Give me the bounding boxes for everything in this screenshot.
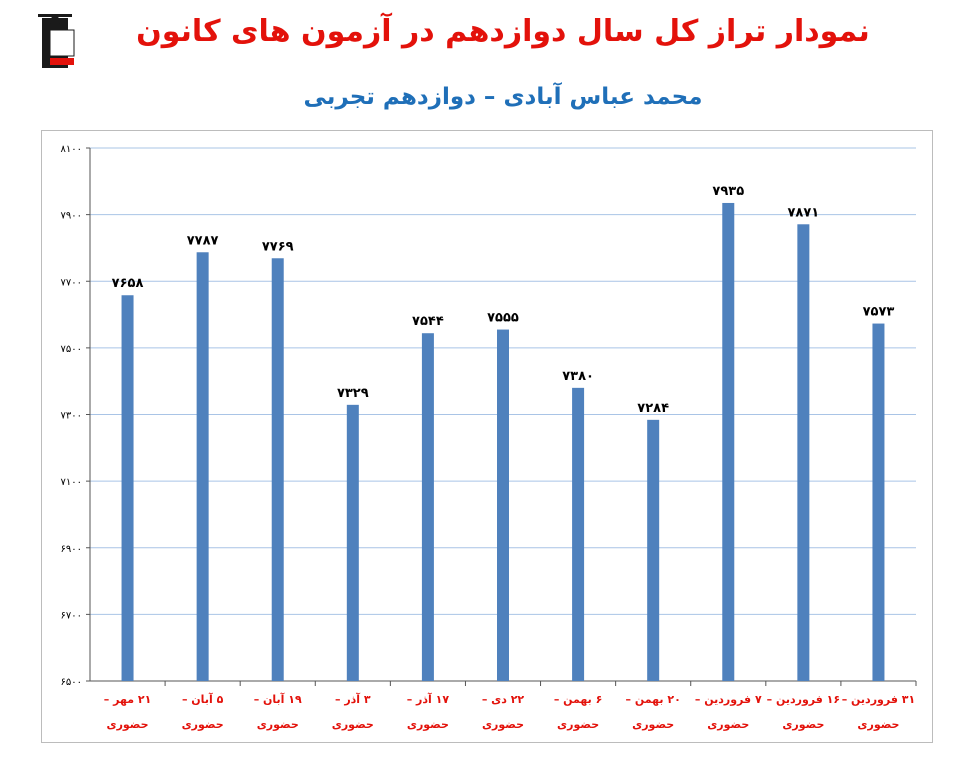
bar	[121, 295, 134, 681]
bar	[572, 387, 585, 681]
y-tick-label: ۷۷۰۰	[61, 277, 82, 288]
data-label: ۷۳۲۹	[337, 386, 369, 401]
data-label: ۷۵۵۵	[487, 311, 519, 326]
bar	[497, 329, 509, 681]
bar	[271, 258, 284, 681]
bar	[346, 404, 359, 681]
bar	[421, 333, 434, 681]
x-category-sublabel: حضوری	[782, 718, 824, 731]
y-tick-label: ۷۹۰۰	[61, 211, 82, 222]
chart-subtitle: محمد عباس آبادی – دوازدهم تجربی	[303, 84, 703, 110]
y-tick-label: ۶۵۰۰	[61, 677, 82, 688]
bar	[196, 252, 209, 681]
x-category-label: ۲۱ مهر –	[104, 693, 152, 706]
x-category-sublabel: حضوری	[632, 718, 674, 731]
data-label: ۷۵۷۳	[863, 305, 895, 320]
x-category-label: ۵ آبان –	[182, 692, 224, 706]
x-category-sublabel: حضوری	[557, 718, 599, 731]
x-category-label: ۳ آذر –	[335, 692, 371, 706]
x-category-sublabel: حضوری	[332, 718, 374, 731]
x-category-label: ۶ بهمن –	[554, 693, 603, 706]
x-category-label: ۱۶ فروردین –	[767, 693, 841, 706]
x-category-sublabel: حضوری	[857, 718, 899, 731]
y-tick-label: ۶۷۰۰	[61, 610, 82, 621]
data-label: ۷۳۸۰	[562, 369, 594, 384]
y-tick-label: ۶۹۰۰	[61, 544, 82, 555]
x-category-label: ۱۷ آذر –	[407, 692, 450, 706]
chart-frame	[41, 130, 933, 743]
x-category-sublabel: حضوری	[107, 718, 149, 731]
x-category-label: ۷ فروردین –	[695, 693, 762, 706]
data-label: ۷۸۷۱	[787, 205, 819, 220]
x-category-label: ۱۹ آبان –	[254, 692, 302, 706]
x-category-sublabel: حضوری	[482, 718, 524, 731]
bar	[797, 224, 810, 681]
data-label: ۷۷۸۷	[187, 233, 219, 248]
bar	[872, 323, 885, 681]
x-category-label: ۲۲ دی –	[482, 693, 525, 706]
y-tick-label: ۷۱۰۰	[61, 477, 82, 488]
x-category-sublabel: حضوری	[257, 718, 299, 731]
x-category-sublabel: حضوری	[407, 718, 449, 731]
bar	[647, 419, 660, 681]
chart-title: نمودار تراز کل سال دوازدهم در آزمون های …	[136, 14, 870, 49]
x-category-sublabel: حضوری	[182, 718, 224, 731]
data-label: ۷۹۳۵	[712, 184, 744, 199]
data-label: ۷۷۶۹	[262, 239, 294, 254]
bar	[722, 202, 735, 681]
data-label: ۷۲۸۴	[637, 401, 669, 416]
y-tick-label: ۷۳۰۰	[61, 411, 82, 422]
x-category-sublabel: حضوری	[707, 718, 749, 731]
data-label: ۷۵۴۴	[412, 314, 444, 329]
x-category-label: ۲۰ بهمن –	[626, 693, 681, 706]
y-tick-label: ۷۵۰۰	[61, 344, 82, 355]
y-tick-label: ۸۱۰۰	[61, 144, 82, 155]
kanoon-logo	[34, 12, 76, 70]
data-label: ۷۶۵۸	[112, 276, 144, 291]
x-category-label: ۳۱ فروردین –	[842, 693, 916, 706]
